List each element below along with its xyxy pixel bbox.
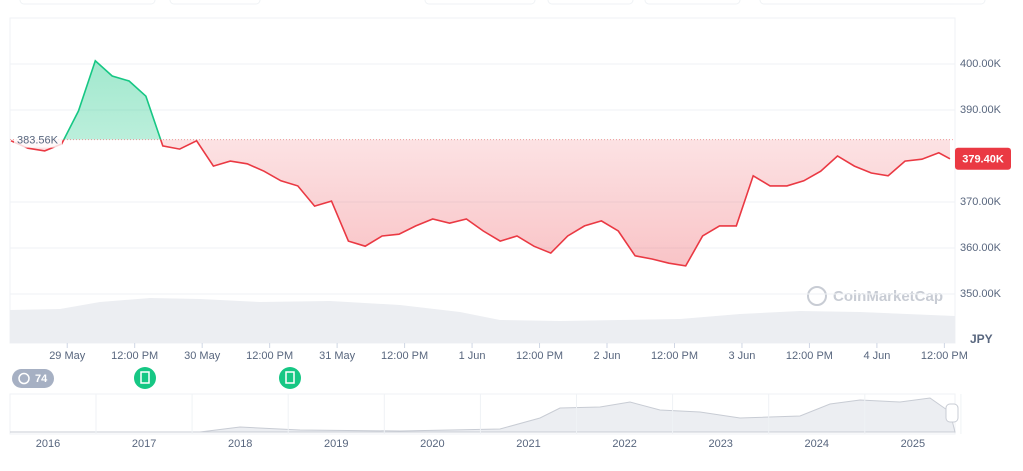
navigator-year: 2024: [805, 438, 829, 450]
y-tick-label: 390.00K: [960, 104, 1002, 116]
x-tick-label: 12:00 PM: [516, 350, 563, 362]
navigator-year: 2018: [228, 438, 252, 450]
baseline-label: 383.56K: [17, 135, 59, 147]
events-badge: 74: [35, 373, 48, 385]
baseline-label-bg: [14, 131, 62, 148]
x-tick-label: 1 Jun: [459, 350, 486, 362]
plot: 350.00K 360.00K 370.00K 390.00K 400.00K 29 Ma…: [10, 58, 1011, 450]
watermark: CoinMarketCap: [807, 286, 943, 306]
price-line-down: [10, 139, 951, 267]
navigator-year: 2021: [516, 438, 540, 450]
current-price-label: 379.40K: [962, 154, 1004, 166]
top-tabs: [19, 0, 986, 5]
x-tick-label: 12:00 PM: [111, 350, 158, 362]
navigator: [9, 393, 959, 435]
navigator-year: 2025: [901, 438, 925, 450]
navigator-year: 2019: [324, 438, 348, 450]
area-up: [63, 60, 161, 140]
navigator-year: 2016: [36, 438, 60, 450]
x-tick-label: 3 Jun: [728, 350, 755, 362]
y-tick-label: 350.00K: [960, 288, 1002, 300]
navigator-handle[interactable]: [945, 403, 959, 423]
area-down: [11, 139, 950, 266]
y-tick-label: 400.00K: [960, 58, 1002, 70]
x-tick-label: 12:00 PM: [381, 350, 428, 362]
x-tick-label: 4 Jun: [863, 350, 890, 362]
y-unit: JPY: [970, 332, 993, 346]
event-marker[interactable]: [279, 367, 301, 389]
navigator-year: 2020: [420, 438, 444, 450]
navigator-year: 2023: [708, 438, 732, 450]
x-tick-label: 29 May: [49, 350, 86, 362]
y-tick-label: 360.00K: [960, 242, 1002, 254]
y-tick-label: 370.00K: [960, 196, 1002, 208]
volume-area: [10, 298, 955, 343]
event-marker[interactable]: [134, 367, 156, 389]
x-tick-label: 12:00 PM: [651, 350, 698, 362]
events: 74: [12, 367, 301, 389]
navigator-year: 2022: [612, 438, 636, 450]
x-tick-label: 2 Jun: [594, 350, 621, 362]
navigator-year: 2017: [132, 438, 156, 450]
x-tick-label: 12:00 PM: [921, 350, 968, 362]
x-tick-label: 12:00 PM: [786, 350, 833, 362]
watermark-text: CoinMarketCap: [833, 288, 943, 305]
current-price-tag: [955, 147, 1011, 170]
x-tick-label: 31 May: [319, 350, 356, 362]
x-tick-label: 30 May: [184, 350, 221, 362]
x-tick-label: 12:00 PM: [246, 350, 293, 362]
